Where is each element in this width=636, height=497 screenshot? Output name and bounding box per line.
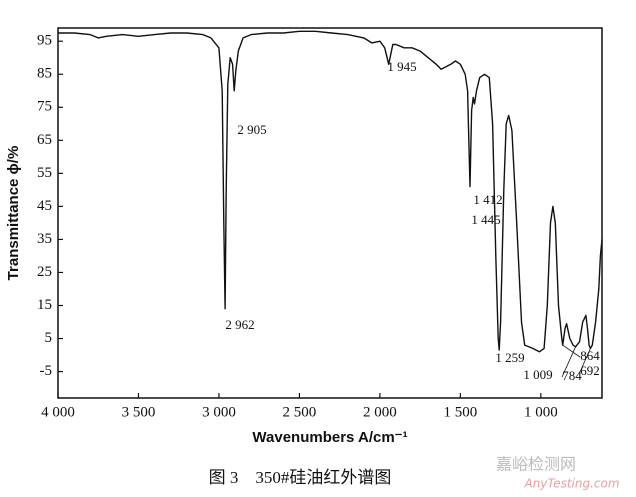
peak-label: 1 259	[495, 350, 524, 365]
caption: 图 3 350#硅油红外谱图	[209, 468, 392, 487]
peak-label: 2 905	[237, 122, 266, 137]
y-tick-label: 85	[37, 66, 52, 82]
x-tick-label: 2 500	[283, 404, 317, 420]
y-tick-label: 45	[37, 198, 52, 214]
plot-frame	[57, 27, 603, 399]
x-tick-label: 1 000	[524, 404, 558, 420]
peak-label: 1 445	[471, 212, 500, 227]
x-tick-label: 2 000	[363, 404, 397, 420]
y-axis-label: Transmittance ϕ/%	[5, 146, 22, 281]
peak-label: 784	[562, 368, 582, 383]
x-tick-label: 1 500	[443, 404, 477, 420]
peak-label: 1 009	[523, 367, 552, 382]
peak-label: 692	[580, 363, 600, 378]
peak-label: 1 945	[387, 59, 416, 74]
y-tick-label: 5	[45, 330, 53, 346]
leader-line	[562, 344, 581, 358]
y-tick-label: 35	[37, 231, 52, 247]
spectrum-line	[58, 30, 603, 353]
y-tick-label: -5	[40, 363, 53, 379]
watermark: AnyTesting.com	[523, 477, 619, 491]
y-tick-label: 65	[37, 132, 52, 148]
x-tick-label: 4 000	[41, 404, 75, 420]
leader-line	[579, 348, 591, 373]
y-tick-label: 25	[37, 264, 52, 280]
peak-label: 864	[580, 348, 600, 363]
y-tick-label: 75	[37, 99, 52, 115]
peak-label: 1 412	[473, 192, 502, 207]
y-tick-label: 55	[37, 165, 52, 181]
leader-line	[561, 346, 576, 378]
x-axis-label: Wavenumbers A/cm⁻¹	[252, 429, 407, 446]
peak-label: 2 962	[225, 317, 254, 332]
watermark: 嘉峪检测网	[496, 455, 576, 474]
y-tick-label: 15	[37, 297, 52, 313]
y-tick-label: 95	[37, 33, 52, 49]
x-tick-label: 3 500	[122, 404, 156, 420]
x-tick-label: 3 000	[202, 404, 236, 420]
